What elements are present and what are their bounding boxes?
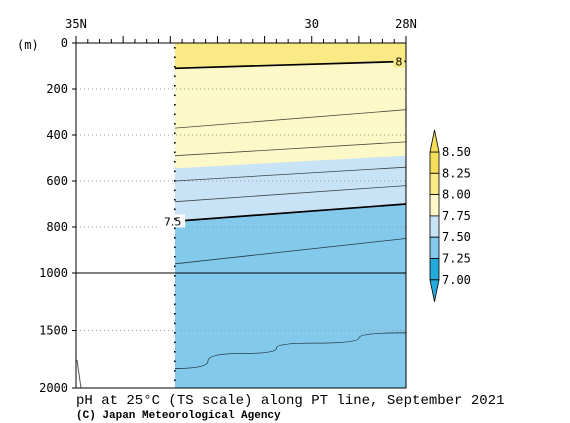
- sample-dot: [174, 256, 176, 258]
- colorbar-label-7.75: 7.75: [442, 209, 471, 223]
- contour-lines: 87.5: [160, 54, 407, 369]
- colorbar-bin-0: [429, 151, 440, 174]
- colorbar-bin-1: [429, 172, 440, 196]
- colorbar-bottom-extension: [429, 279, 440, 302]
- sample-dot: [174, 199, 176, 201]
- y-tick-label-400: 400: [46, 128, 68, 142]
- contour-line-6: [174, 238, 407, 265]
- sample-dot: [174, 360, 176, 363]
- contour-line-5: [174, 203, 407, 223]
- fill-band-2: [175, 43, 406, 169]
- sample-dot: [174, 284, 176, 287]
- sample-dot: [174, 189, 176, 192]
- contour-label-bg-7.5: [160, 214, 186, 228]
- sample-dot: [174, 151, 176, 154]
- sample-dot: [174, 275, 176, 277]
- station-sample-markers: [174, 47, 176, 382]
- bathymetry-edge: [76, 359, 82, 389]
- y-tick-label-800: 800: [46, 220, 68, 234]
- sample-dot: [174, 132, 176, 135]
- sample-dot: [174, 379, 176, 382]
- sample-dot: [174, 56, 176, 59]
- contour-line-4: [174, 185, 407, 203]
- colorbar-bin-3: [429, 215, 440, 238]
- sample-dot: [174, 332, 176, 334]
- sample-dot: [174, 370, 176, 372]
- sample-dot: [174, 322, 176, 325]
- x-axis: 35N 30 28N: [65, 17, 417, 44]
- y-axis: (m) 0 200 400 600 800 1000 1500 2000: [17, 36, 76, 395]
- sample-dot: [174, 294, 176, 296]
- contour-label-8: 8: [395, 56, 402, 69]
- x-tick-label-30: 30: [304, 17, 318, 31]
- sample-dot: [174, 227, 176, 230]
- colorbar-bin-4: [429, 236, 440, 259]
- colorbar-label-7.50: 7.50: [442, 230, 471, 244]
- filled-contours: [175, 43, 406, 388]
- sample-dot: [174, 180, 176, 182]
- fill-band-3: [175, 43, 406, 69]
- chart-title: pH at 25°C (TS scale) along PT line, Sep…: [76, 393, 504, 409]
- x-tick-label-35: 35N: [65, 17, 87, 31]
- colorbar-top-extension: [429, 129, 440, 153]
- sample-dot: [174, 47, 176, 49]
- sample-dot: [174, 123, 176, 125]
- contour-line-3: [174, 166, 407, 182]
- sample-dot: [174, 66, 176, 68]
- colorbar-label-7.25: 7.25: [442, 252, 471, 266]
- colorbar-label-8.00: 8.00: [442, 188, 471, 202]
- contour-label-7.5: 7.5: [164, 215, 182, 228]
- colorbar-label-8.50: 8.50: [442, 145, 471, 159]
- x-tick-label-28: 28N: [395, 17, 417, 31]
- plot-area: 87.5: [75, 42, 407, 389]
- y-axis-unit-label: (m): [17, 38, 39, 52]
- sample-dot: [174, 246, 176, 249]
- colorbar-label-7.00: 7.00: [442, 273, 471, 287]
- sample-dot: [174, 351, 176, 353]
- sample-dot: [174, 303, 176, 306]
- y-tick-label-0: 0: [61, 36, 68, 50]
- y-tick-label-200: 200: [46, 82, 68, 96]
- sample-dot: [174, 218, 176, 220]
- colorbar-bin-2: [429, 194, 440, 217]
- contour-label-bg-8: [393, 54, 405, 68]
- contour-line-2: [174, 141, 407, 157]
- y-tick-label-600: 600: [46, 174, 68, 188]
- contour-line-1: [174, 109, 407, 129]
- copyright-credit: (C) Japan Meteorological Agency: [76, 410, 281, 422]
- sample-dot: [174, 170, 176, 173]
- contour-line-7: [174, 332, 407, 369]
- colorbar-legend: 8.50 8.25 8.00 7.75 7.50 7.25 7.00: [429, 129, 471, 302]
- sample-dot: [174, 265, 176, 268]
- sample-dot: [174, 94, 176, 97]
- sample-dot: [174, 142, 176, 144]
- sample-dot: [174, 161, 176, 163]
- sample-dot: [174, 341, 176, 344]
- sample-dot: [174, 237, 176, 239]
- sample-dot: [174, 113, 176, 116]
- y-tick-label-1500: 1500: [39, 324, 68, 338]
- sample-dot: [174, 208, 176, 211]
- colorbar-bin-5: [429, 258, 440, 281]
- y-tick-label-2000: 2000: [39, 381, 68, 395]
- y-tick-label-1000: 1000: [39, 266, 68, 280]
- colorbar-label-8.25: 8.25: [442, 166, 471, 180]
- sample-dot: [174, 85, 176, 87]
- contour-line-0: [174, 60, 407, 70]
- sample-dot: [174, 104, 176, 106]
- sample-dot: [174, 75, 176, 78]
- sample-dot: [174, 313, 176, 315]
